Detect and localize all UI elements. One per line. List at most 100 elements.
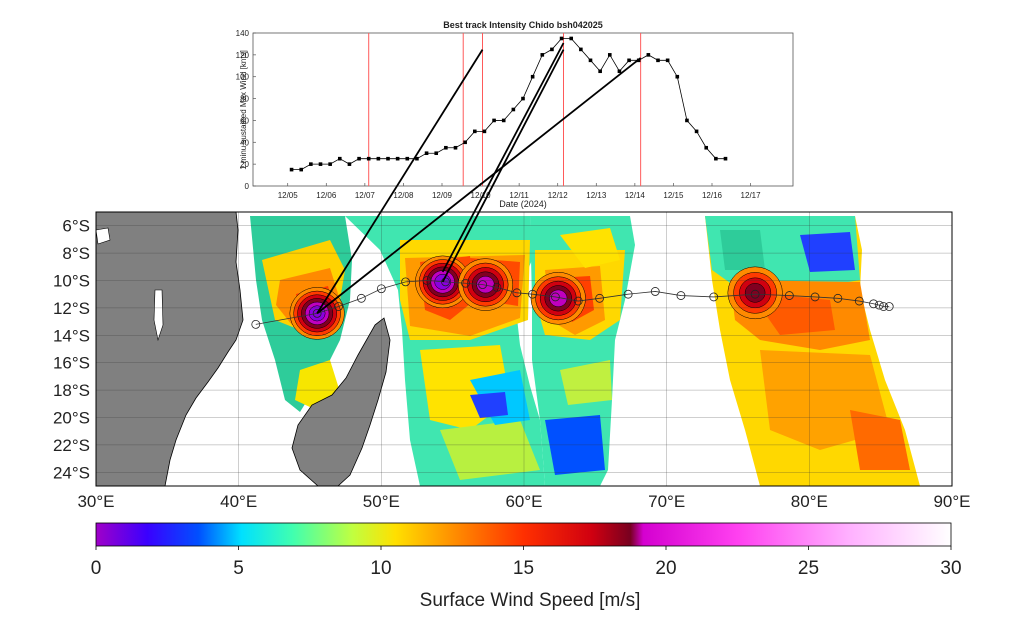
track-position-marker bbox=[376, 284, 386, 294]
intensity-point bbox=[415, 156, 419, 161]
intensity-chart: 12/05 12/06 12/07 12/08 12/09 12/10 12/11 12/12… bbox=[236, 20, 794, 209]
intensity-point bbox=[318, 162, 323, 166]
intensity-point bbox=[550, 47, 554, 52]
track-position-marker bbox=[334, 302, 343, 311]
storm-core bbox=[727, 266, 783, 320]
colorbar-gradient bbox=[95, 522, 952, 547]
intensity-point bbox=[598, 69, 602, 74]
x-tick-label: 12/15 bbox=[663, 191, 684, 200]
y-tick-label: 140 bbox=[236, 29, 250, 38]
intensity-point bbox=[511, 107, 516, 112]
colorbar-tick-label: 10 bbox=[370, 558, 391, 579]
longitude-label: 30°E bbox=[77, 492, 114, 511]
track-position-marker bbox=[750, 289, 760, 299]
longitude-label: 50°E bbox=[363, 492, 400, 511]
intensity-point bbox=[675, 74, 680, 79]
track-position-marker bbox=[854, 296, 864, 306]
x-tick-label: 12/11 bbox=[509, 191, 529, 200]
y-tick-label: 60 bbox=[240, 116, 249, 125]
intensity-point bbox=[723, 156, 728, 161]
intensity-point bbox=[656, 58, 660, 63]
intensity-y-axis-label: 1 minu sustained Max Wind [knts] bbox=[239, 50, 248, 170]
track-position-marker bbox=[709, 292, 719, 302]
intensity-point bbox=[434, 151, 439, 156]
x-tick-label: 12/16 bbox=[702, 191, 723, 200]
intensity-point bbox=[347, 162, 352, 166]
track-position-marker bbox=[356, 293, 366, 303]
colorbar-label: Surface Wind Speed [m/s] bbox=[420, 590, 641, 611]
intensity-point bbox=[463, 140, 467, 145]
madagascar-landmass bbox=[291, 317, 391, 486]
track-position-marker bbox=[461, 278, 470, 288]
colorbar-tick-label: 25 bbox=[798, 558, 819, 579]
track-position-marker bbox=[874, 300, 884, 310]
latitude-label: 6°S bbox=[62, 217, 90, 236]
colorbar-tick-label: 0 bbox=[91, 558, 102, 579]
x-tick-label: 12/12 bbox=[548, 191, 569, 200]
y-tick-label: 20 bbox=[240, 160, 249, 169]
track-position-marker bbox=[869, 299, 878, 309]
time-to-map-connectors bbox=[316, 42, 642, 315]
intensity-point bbox=[617, 69, 622, 74]
intensity-point bbox=[492, 118, 496, 123]
storm-contour bbox=[549, 289, 568, 307]
intensity-point bbox=[376, 156, 381, 161]
track-position-marker bbox=[884, 302, 894, 311]
intensity-point bbox=[366, 156, 371, 161]
intensity-point bbox=[704, 145, 709, 150]
latitude-label: 10°S bbox=[53, 272, 90, 291]
latitude-label: 20°S bbox=[53, 409, 90, 428]
intensity-point bbox=[521, 96, 525, 101]
colorbar-tick-label: 30 bbox=[940, 558, 961, 579]
intensity-point bbox=[694, 129, 699, 134]
intensity-point bbox=[540, 53, 545, 57]
x-tick-label: 12/14 bbox=[625, 191, 646, 200]
storm-core bbox=[457, 258, 514, 311]
intensity-point bbox=[714, 156, 718, 161]
intensity-chart-title: Best track Intensity Chido bsh042025 bbox=[443, 20, 603, 30]
track-position-marker bbox=[550, 292, 560, 302]
intensity-point bbox=[357, 156, 361, 161]
intensity-point bbox=[405, 156, 410, 161]
intensity-point bbox=[386, 156, 390, 161]
intensity-point bbox=[299, 167, 304, 172]
intensity-point bbox=[453, 145, 458, 150]
colorbar-tick-label: 5 bbox=[233, 558, 244, 579]
track-position-marker bbox=[623, 289, 633, 299]
intensity-point bbox=[501, 118, 506, 123]
connector-line bbox=[441, 42, 565, 273]
storm-contour bbox=[744, 283, 766, 303]
latitude-label: 8°S bbox=[62, 244, 90, 263]
storm-core bbox=[530, 272, 586, 325]
x-tick-label: 12/10 bbox=[471, 191, 492, 200]
y-tick-label: 100 bbox=[236, 73, 250, 82]
intensity-point bbox=[424, 151, 429, 156]
longitude-label: 40°E bbox=[220, 492, 257, 511]
track-position-marker bbox=[650, 287, 660, 296]
wind-map: 30°E 40°E 50°E 60°E 70°E 80°E 90°E 6°S 8°S 10°S 1… bbox=[53, 211, 971, 511]
longitude-label: 90°E bbox=[933, 492, 970, 511]
intensity-point bbox=[559, 36, 564, 41]
latitude-label: 24°S bbox=[53, 463, 90, 482]
intensity-point bbox=[482, 129, 487, 134]
intensity-point bbox=[646, 53, 651, 57]
x-tick-label: 12/06 bbox=[316, 191, 337, 200]
track-position-marker bbox=[879, 302, 888, 311]
intensity-point bbox=[579, 47, 583, 52]
track-position-marker bbox=[573, 296, 583, 306]
x-tick-label: 12/05 bbox=[278, 191, 299, 200]
longitude-label: 60°E bbox=[505, 492, 542, 511]
storm-track-line bbox=[255, 280, 890, 325]
intensity-point bbox=[328, 162, 332, 166]
latitude-label: 16°S bbox=[53, 354, 90, 373]
x-tick-label: 12/17 bbox=[741, 191, 762, 200]
longitude-label: 70°E bbox=[648, 492, 685, 511]
intensity-point bbox=[665, 58, 670, 63]
track-position-marker bbox=[595, 293, 605, 303]
latitude-label: 14°S bbox=[53, 326, 90, 345]
x-tick-label: 12/09 bbox=[432, 191, 453, 200]
track-position-marker bbox=[492, 282, 502, 292]
track-position-marker bbox=[833, 293, 843, 303]
intensity-point bbox=[395, 156, 400, 161]
